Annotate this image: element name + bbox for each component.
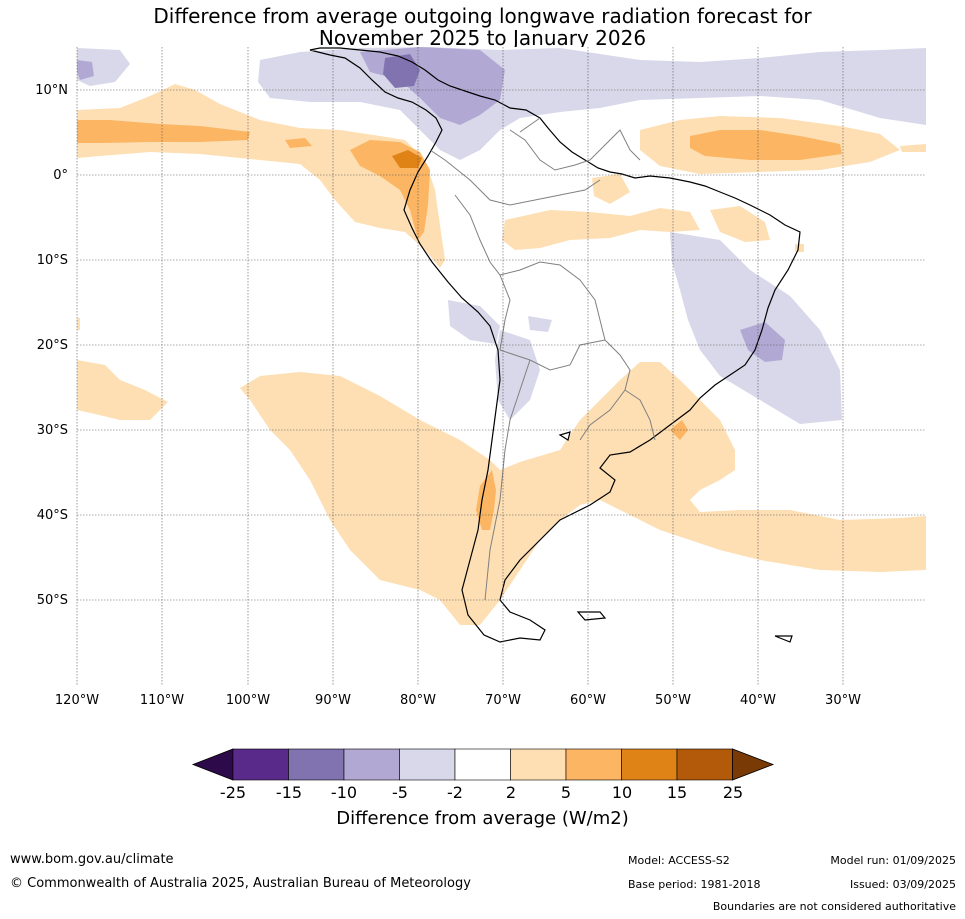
lat-label-50s: 50°S: [36, 593, 68, 608]
colorbar-label: Difference from average (W/m2): [336, 808, 629, 829]
lat-label-20s: 20°S: [36, 338, 68, 353]
lon-label-60w: 60°W: [570, 693, 606, 708]
boundaries-disclaimer: Boundaries are not considered authoritat…: [712, 900, 956, 913]
lat-label-10s: 10°S: [36, 253, 68, 268]
anomaly-plus10-regions: [392, 150, 422, 168]
colorbar-tick: -10: [330, 783, 358, 802]
colorbar: [191, 748, 775, 781]
colorbar-tick: -15: [275, 783, 303, 802]
colorbar-swatch: [454, 748, 511, 781]
lon-label-90w: 90°W: [315, 693, 351, 708]
lon-label-100w: 100°W: [225, 693, 271, 708]
map-title-line-1: Difference from average outgoing longwav…: [153, 4, 812, 28]
colorbar-tick: -5: [392, 783, 408, 802]
map-title-line-2: November 2025 to January 2026: [318, 26, 647, 50]
colorbar-tick: 2: [505, 783, 517, 802]
copyright-notice: © Commonwealth of Australia 2025, Austra…: [10, 876, 471, 891]
model-run-date: Model run: 01/09/2025: [830, 854, 956, 867]
model-name: Model: ACCESS-S2: [628, 854, 730, 867]
lat-label-0: 0°: [53, 168, 68, 183]
lat-label-10n: 10°N: [35, 83, 68, 98]
colorbar-tick: 10: [611, 783, 633, 802]
colorbar-swatch: [232, 748, 289, 781]
lat-label-30s: 30°S: [36, 423, 68, 438]
colorbar-tick: 25: [722, 783, 744, 802]
lon-label-120w: 120°W: [54, 693, 100, 708]
issued-date: Issued: 03/09/2025: [849, 878, 956, 891]
colorbar-swatch: [343, 748, 400, 781]
colorbar-swatch: [565, 748, 622, 781]
colorbar-swatch: [510, 748, 567, 781]
website-link[interactable]: www.bom.gov.au/climate: [10, 852, 174, 867]
colorbar-arrow-low: [191, 748, 234, 781]
colorbar-tick: -2: [447, 783, 463, 802]
colorbar-swatch: [676, 748, 733, 781]
colorbar-arrow-high: [732, 748, 775, 781]
colorbar-swatch: [621, 748, 678, 781]
lon-label-50w: 50°W: [655, 693, 691, 708]
colorbar-tick: 5: [560, 783, 572, 802]
colorbar-tick: -25: [219, 783, 247, 802]
anomaly-minus15-regions: [383, 54, 420, 88]
lon-label-80w: 80°W: [400, 693, 436, 708]
lon-label-70w: 70°W: [485, 693, 521, 708]
country-borders: [429, 117, 656, 601]
lat-label-40s: 40°S: [36, 508, 68, 523]
lon-label-40w: 40°W: [740, 693, 776, 708]
colorbar-swatch: [288, 748, 345, 781]
lon-label-110w: 110°W: [139, 693, 185, 708]
colorbar-swatch: [399, 748, 456, 781]
graticule: [76, 47, 926, 685]
colorbar-tick: 15: [666, 783, 688, 802]
lon-label-30w: 30°W: [825, 693, 861, 708]
base-period: Base period: 1981-2018: [628, 878, 761, 891]
coastline: [309, 47, 801, 643]
